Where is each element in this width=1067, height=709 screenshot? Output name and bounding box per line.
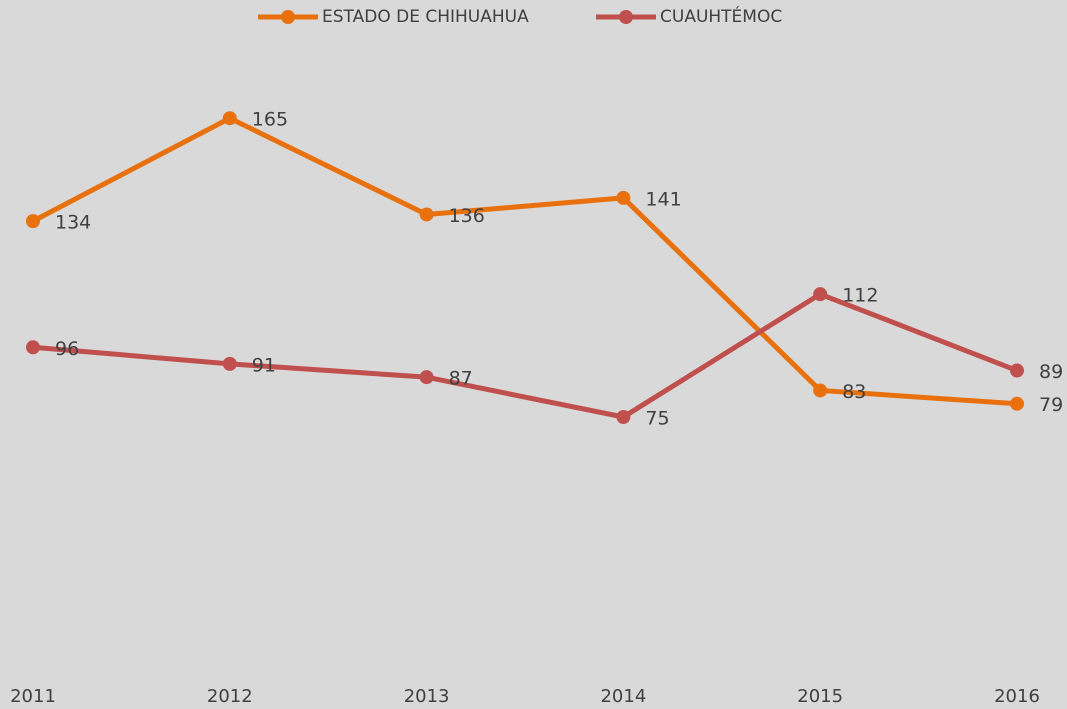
- data-label: 89: [1039, 361, 1063, 383]
- point: [616, 410, 631, 424]
- data-label: 112: [842, 285, 878, 307]
- legend-label: CUAUHTÉMOC: [660, 5, 782, 27]
- data-label: 75: [645, 408, 669, 430]
- x-tick-label: 2011: [10, 686, 56, 707]
- point: [222, 111, 237, 126]
- point: [222, 356, 237, 371]
- point: [1010, 396, 1024, 411]
- series-line: [31, 115, 1018, 407]
- data-label: 87: [449, 368, 473, 390]
- data-label: 165: [252, 109, 288, 131]
- data-label: 91: [252, 354, 276, 376]
- data-label: 79: [1039, 394, 1063, 416]
- point: [813, 383, 828, 398]
- legend-label: ESTADO DE CHIHUAHUA: [322, 7, 529, 27]
- point: [419, 207, 434, 222]
- x-tick-label: 2012: [207, 686, 253, 707]
- x-tick-label: 2016: [994, 686, 1040, 707]
- point: [26, 214, 40, 229]
- x-tick-label: 2015: [797, 686, 843, 707]
- point: [616, 190, 631, 205]
- x-tick-label: 2013: [404, 686, 450, 707]
- x-tick-label: 2014: [600, 686, 646, 707]
- data-label: 136: [449, 205, 485, 227]
- data-label: 134: [55, 212, 91, 234]
- point: [813, 287, 828, 302]
- series-line: [32, 291, 1018, 420]
- data-label: 83: [842, 381, 866, 403]
- data-label: 141: [645, 188, 681, 210]
- data-label: 96: [55, 338, 79, 360]
- point: [26, 340, 40, 355]
- legend-marker: [619, 10, 633, 24]
- legend-marker: [281, 10, 295, 24]
- point: [419, 370, 434, 385]
- point: [1010, 363, 1024, 378]
